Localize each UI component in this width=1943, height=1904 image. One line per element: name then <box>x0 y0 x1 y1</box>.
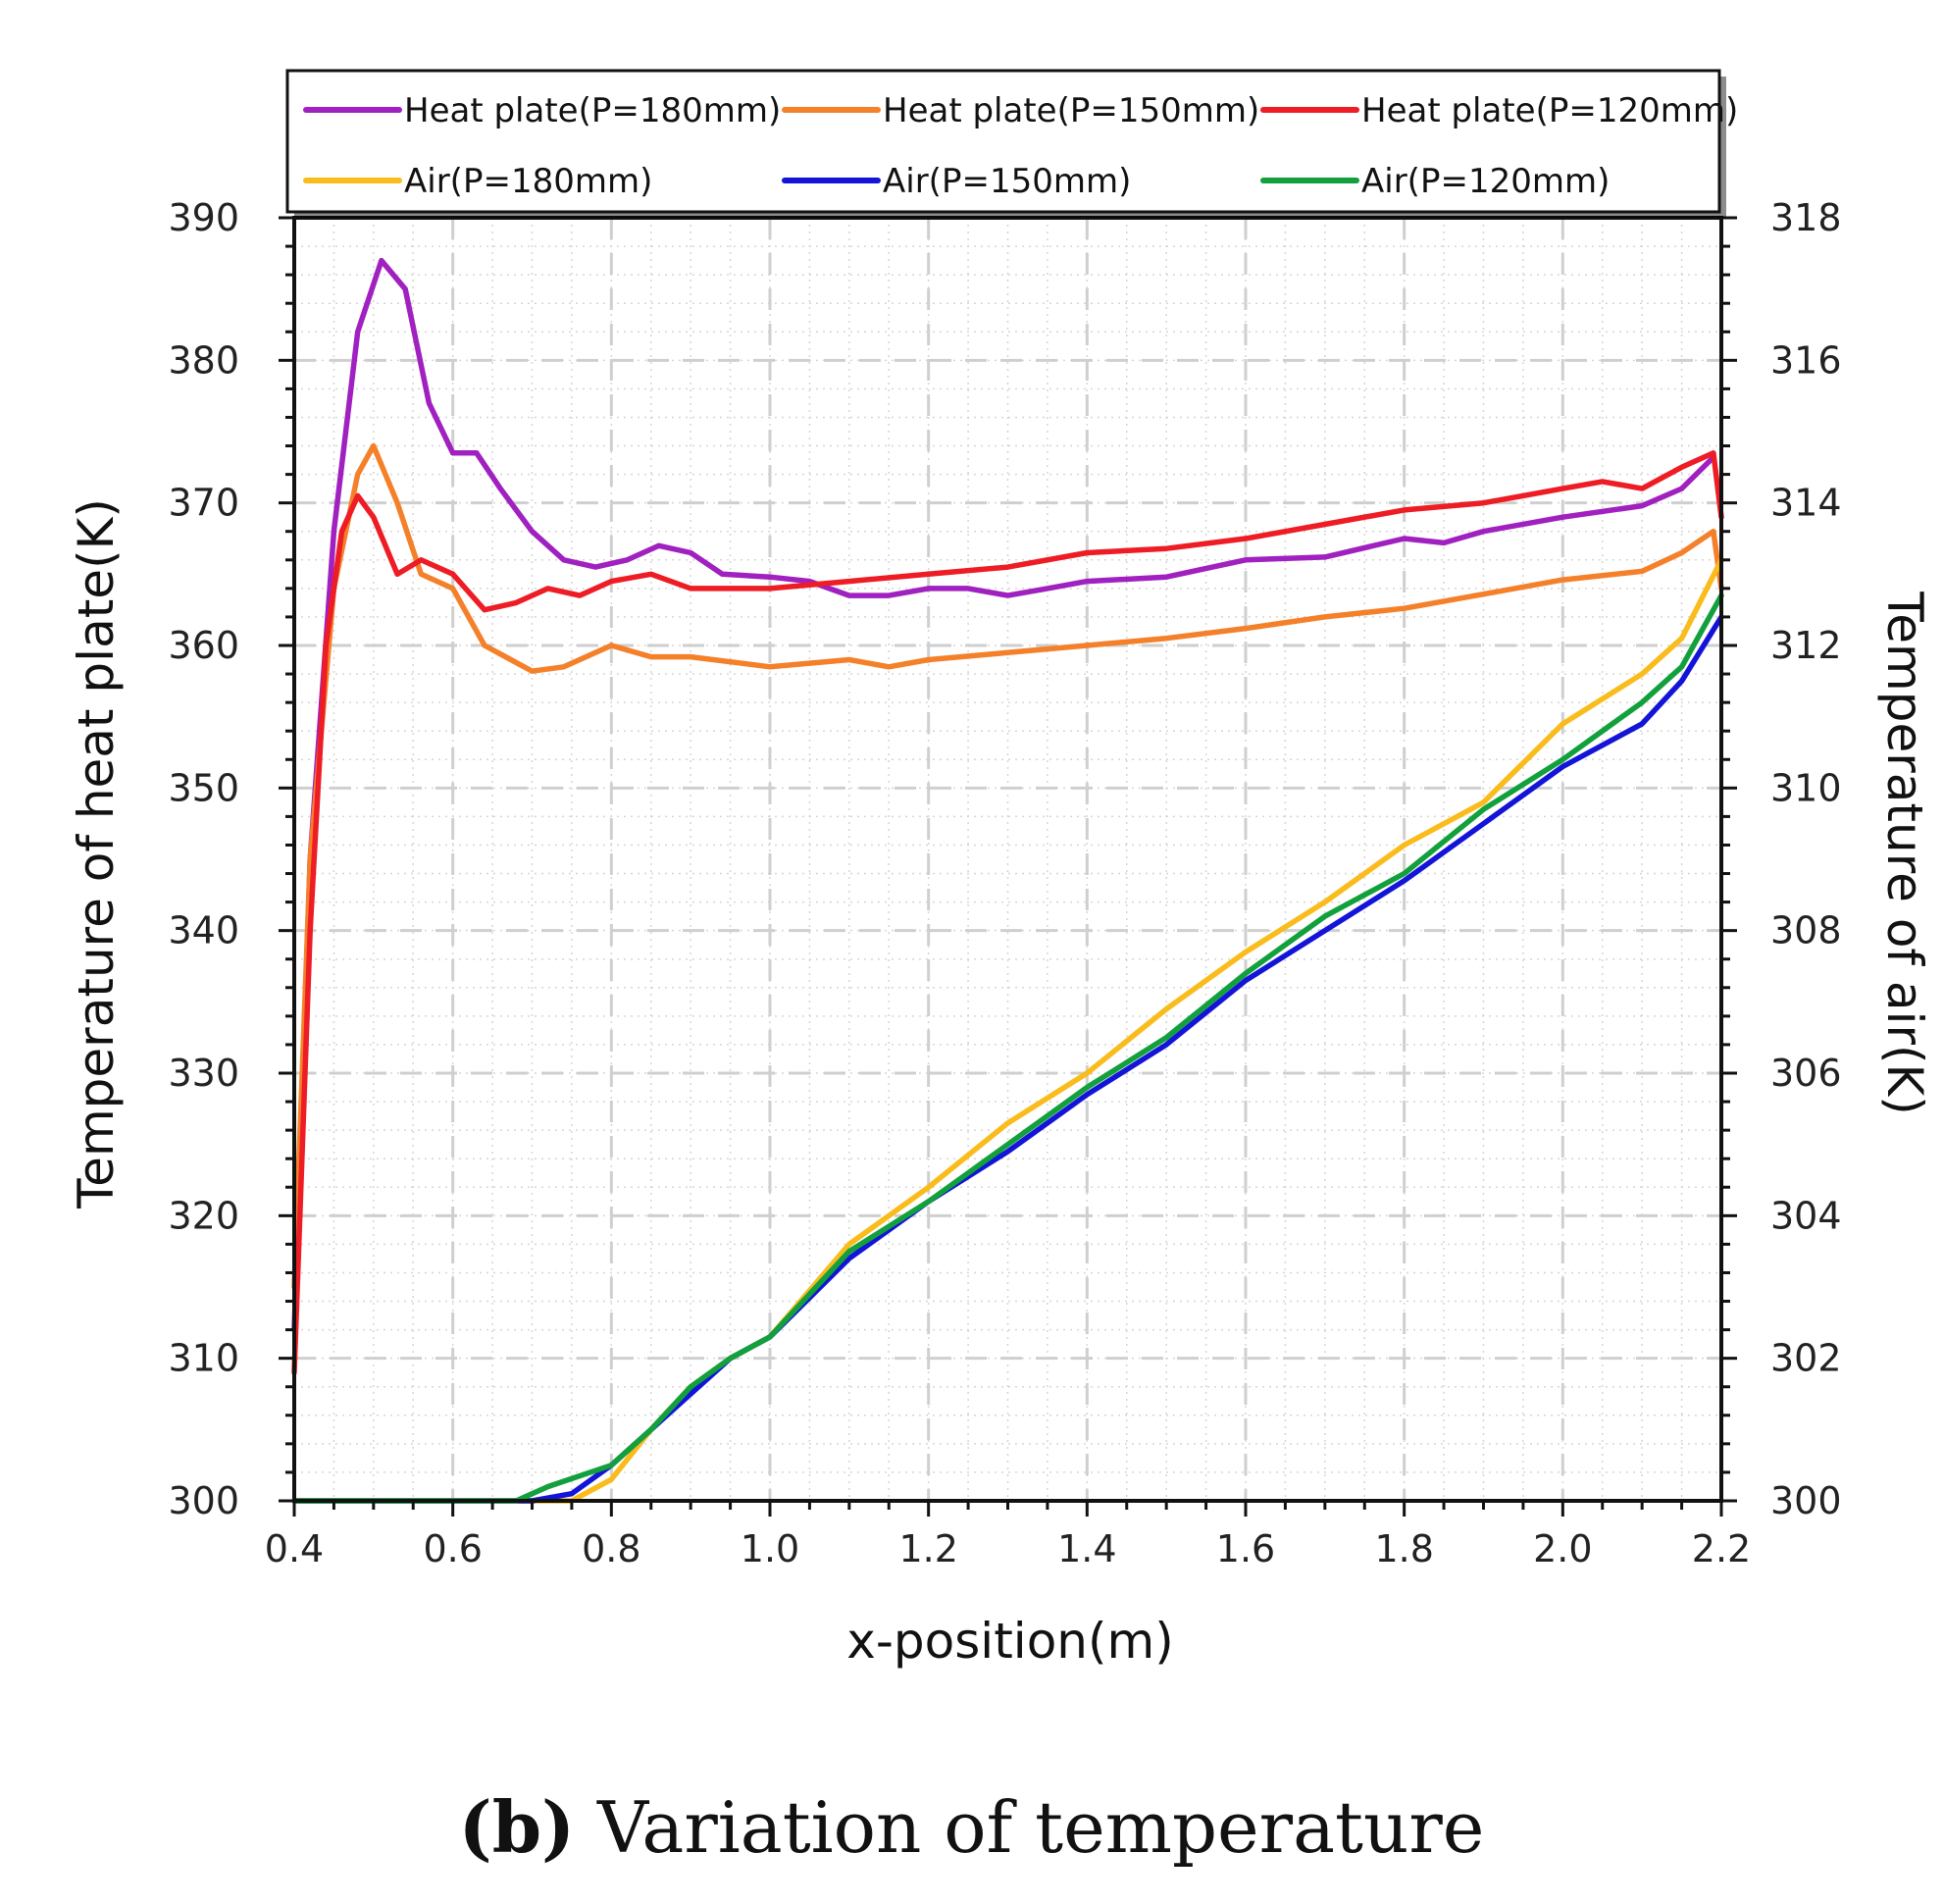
right-y-tick-label: 316 <box>1770 338 1842 382</box>
x-tick-label: 1.8 <box>1374 1527 1433 1570</box>
legend-label: Air(P=150mm) <box>883 162 1131 201</box>
left-y-tick-label: 330 <box>168 1052 239 1095</box>
right-axis-title: Temperature of air(K) <box>1876 591 1933 1115</box>
x-tick-label: 0.8 <box>582 1527 640 1570</box>
right-y-tick-label: 306 <box>1770 1052 1842 1095</box>
tick-labels: 0.4 0.6 0.8 1.0 1.2 1.4 1.6 1.8 2.0 2.2 300 310 320 3… <box>168 196 1841 1570</box>
x-tick-label: 2.0 <box>1533 1527 1592 1570</box>
series-line <box>291 557 1724 1504</box>
right-y-tick-label: 300 <box>1770 1479 1842 1522</box>
x-axis-title: x-position(m) <box>846 1613 1173 1670</box>
left-y-tick-label: 390 <box>168 196 239 239</box>
series-line <box>291 442 1724 1290</box>
legend-box <box>285 69 1721 214</box>
left-y-tick-label: 380 <box>168 338 239 382</box>
legend-label: Air(P=180mm) <box>404 162 652 201</box>
left-y-tick-label: 360 <box>168 624 239 667</box>
legend-label: Heat plate(P=120mm) <box>1361 91 1738 130</box>
right-y-tick-label: 312 <box>1770 624 1842 667</box>
x-tick-label: 2.2 <box>1692 1527 1751 1570</box>
left-axis-title: Temperature of heat plate(K) <box>68 498 125 1209</box>
caption-text: Variation of temperature <box>597 1786 1485 1869</box>
left-y-tick-label: 370 <box>168 482 239 525</box>
x-tick-label: 0.4 <box>265 1527 324 1570</box>
right-y-tick-label: 302 <box>1770 1337 1842 1380</box>
series-lines <box>291 257 1724 1504</box>
x-tick-label: 1.6 <box>1216 1527 1275 1570</box>
right-y-tick-label: 304 <box>1770 1194 1842 1237</box>
x-tick-label: 0.6 <box>423 1527 482 1570</box>
series-line <box>291 450 1724 1375</box>
right-y-tick-label: 318 <box>1770 196 1842 239</box>
left-y-tick-label: 300 <box>168 1479 239 1522</box>
grid <box>292 216 1723 1503</box>
left-y-tick-label: 310 <box>168 1337 239 1380</box>
left-y-tick-label: 320 <box>168 1194 239 1237</box>
ticks <box>279 216 1737 1517</box>
x-tick-label: 1.4 <box>1057 1527 1116 1570</box>
legend-label: Heat plate(P=180mm) <box>404 91 781 130</box>
x-tick-label: 1.2 <box>898 1527 957 1570</box>
series-line <box>291 614 1724 1504</box>
series-line <box>291 592 1724 1504</box>
right-y-tick-label: 314 <box>1770 482 1842 525</box>
legend: Heat plate(P=180mm) Heat plate(P=150mm) He… <box>285 69 1738 218</box>
left-y-tick-label: 350 <box>168 766 239 809</box>
right-y-tick-label: 310 <box>1770 766 1842 809</box>
caption-letter: (b) <box>458 1785 576 1869</box>
figure-caption: (b) Variation of temperature <box>0 1785 1943 1869</box>
x-tick-label: 1.0 <box>741 1527 799 1570</box>
right-y-tick-label: 308 <box>1770 909 1842 952</box>
left-y-tick-label: 340 <box>168 909 239 952</box>
legend-label: Air(P=120mm) <box>1361 162 1610 201</box>
series-line <box>291 257 1716 1333</box>
legend-label: Heat plate(P=150mm) <box>883 91 1259 130</box>
